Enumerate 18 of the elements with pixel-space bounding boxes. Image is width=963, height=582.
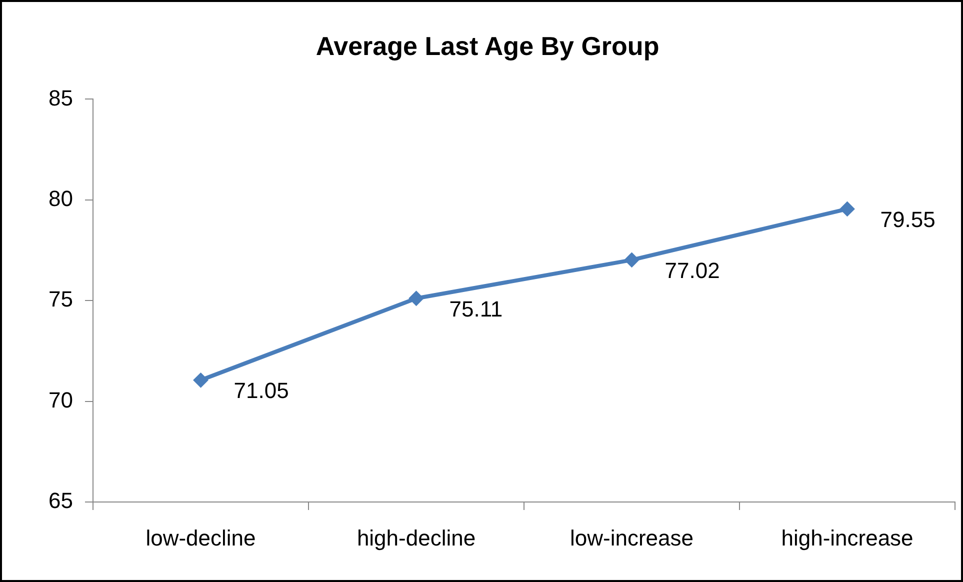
point [624, 252, 640, 268]
point [408, 290, 424, 306]
y-tick-label: 75 [48, 286, 73, 312]
x-tick-label: low-decline [146, 525, 256, 550]
data-label: 79.55 [880, 207, 936, 232]
point [193, 372, 208, 388]
y-tick-label: 70 [48, 387, 73, 412]
point [840, 201, 855, 216]
data-label: 75.11 [449, 296, 503, 322]
y-tick-label: 80 [48, 186, 73, 211]
y-tick-label: 65 [48, 488, 73, 514]
x-tick-label: high-decline [356, 525, 476, 550]
data-label: 77.02 [664, 258, 720, 283]
chart-title: Average Last Age By Group [316, 30, 660, 61]
data-label: 71.05 [234, 378, 289, 404]
x-tick-label: low-increase [570, 525, 694, 550]
y-tick-label: 85 [48, 85, 73, 110]
x-tick-label: high-increase [781, 525, 914, 550]
